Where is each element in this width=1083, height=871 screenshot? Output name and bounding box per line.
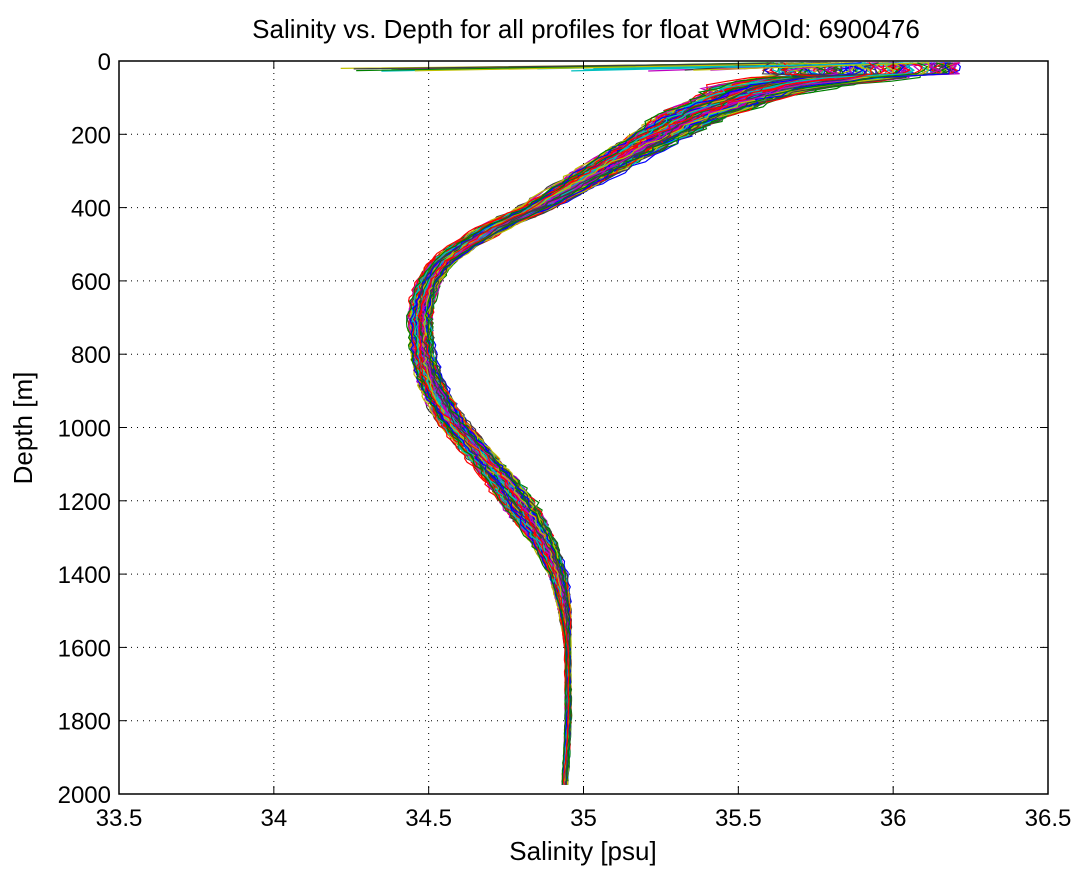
y-tick-label: 800 <box>71 342 111 369</box>
y-tick-label: 200 <box>71 122 111 149</box>
profile-line <box>417 62 875 785</box>
y-tick-label: 1000 <box>58 416 111 443</box>
x-tick-label: 34.5 <box>405 805 452 832</box>
y-tick-label: 1400 <box>58 562 111 589</box>
x-tick-label: 35.5 <box>715 805 762 832</box>
grid <box>119 61 1048 794</box>
x-tick-label: 36.5 <box>1025 805 1072 832</box>
y-axis-label: Depth [m] <box>8 372 38 485</box>
y-tick-label: 600 <box>71 269 111 296</box>
x-tick-label: 34 <box>260 805 287 832</box>
y-tick-label: 1800 <box>58 709 111 736</box>
x-tick-label: 36 <box>880 805 907 832</box>
y-axis: 0 200 400 600 800 1000 1200 1400 1600 1800 2000 <box>58 49 1048 809</box>
x-tick-label: 33.5 <box>96 805 143 832</box>
y-tick-label: 1600 <box>58 635 111 662</box>
x-axis: 33.5 34 34.5 35 35.5 36 36.5 <box>96 61 1072 832</box>
profile-lines <box>340 62 961 785</box>
y-tick-label: 0 <box>98 49 111 76</box>
y-tick-label: 1200 <box>58 489 111 516</box>
y-tick-label: 400 <box>71 196 111 223</box>
x-axis-label: Salinity [psu] <box>509 836 656 866</box>
chart-title: Salinity vs. Depth for all profiles for … <box>252 14 920 44</box>
y-tick-label: 2000 <box>58 782 111 809</box>
x-tick-label: 35 <box>570 805 597 832</box>
profile-line <box>405 62 951 785</box>
profile-line <box>424 62 928 782</box>
